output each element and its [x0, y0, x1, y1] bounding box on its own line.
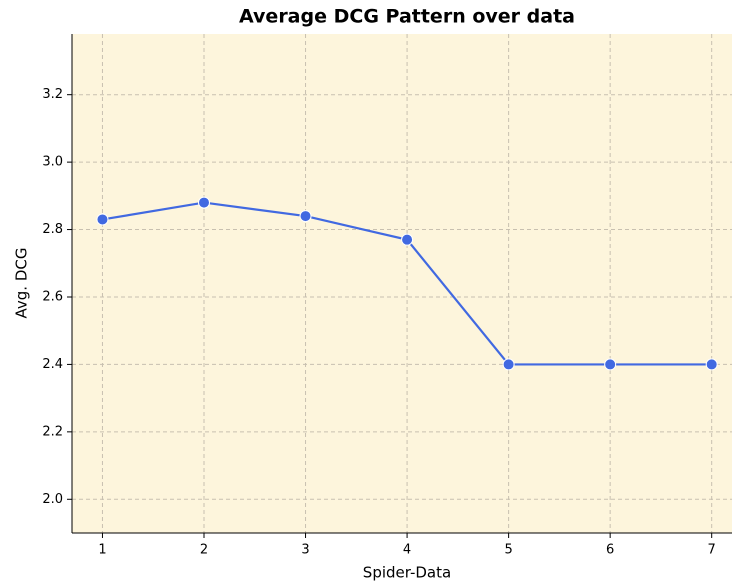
y-tick-label: 2.2 [42, 424, 63, 439]
y-tick-label: 2.8 [42, 222, 63, 237]
x-tick-label: 5 [504, 543, 512, 558]
point [705, 358, 718, 371]
y-tick-label: 3.2 [42, 87, 63, 102]
x-tick-label: 6 [606, 543, 614, 558]
x-tick-label: 7 [708, 543, 716, 558]
point [299, 210, 312, 223]
y-tick-label: 2.0 [42, 492, 63, 507]
point [502, 358, 515, 371]
chart-title: Average DCG Pattern over data [239, 6, 575, 28]
point [401, 233, 414, 246]
x-tick-label: 1 [98, 543, 106, 558]
y-tick-label: 2.6 [42, 289, 63, 304]
x-axis-label: Spider-Data [363, 564, 451, 582]
x-tick-label: 3 [301, 543, 309, 558]
y-tick-label: 3.0 [42, 155, 63, 170]
x-tick-label: 2 [200, 543, 208, 558]
y-tick-label: 2.4 [42, 357, 63, 372]
y-axis-label: Avg. DCG [13, 248, 31, 319]
point [604, 358, 617, 371]
x-tick-label: 4 [403, 543, 411, 558]
plot-background [72, 34, 732, 533]
point [96, 213, 109, 226]
point [198, 196, 210, 209]
